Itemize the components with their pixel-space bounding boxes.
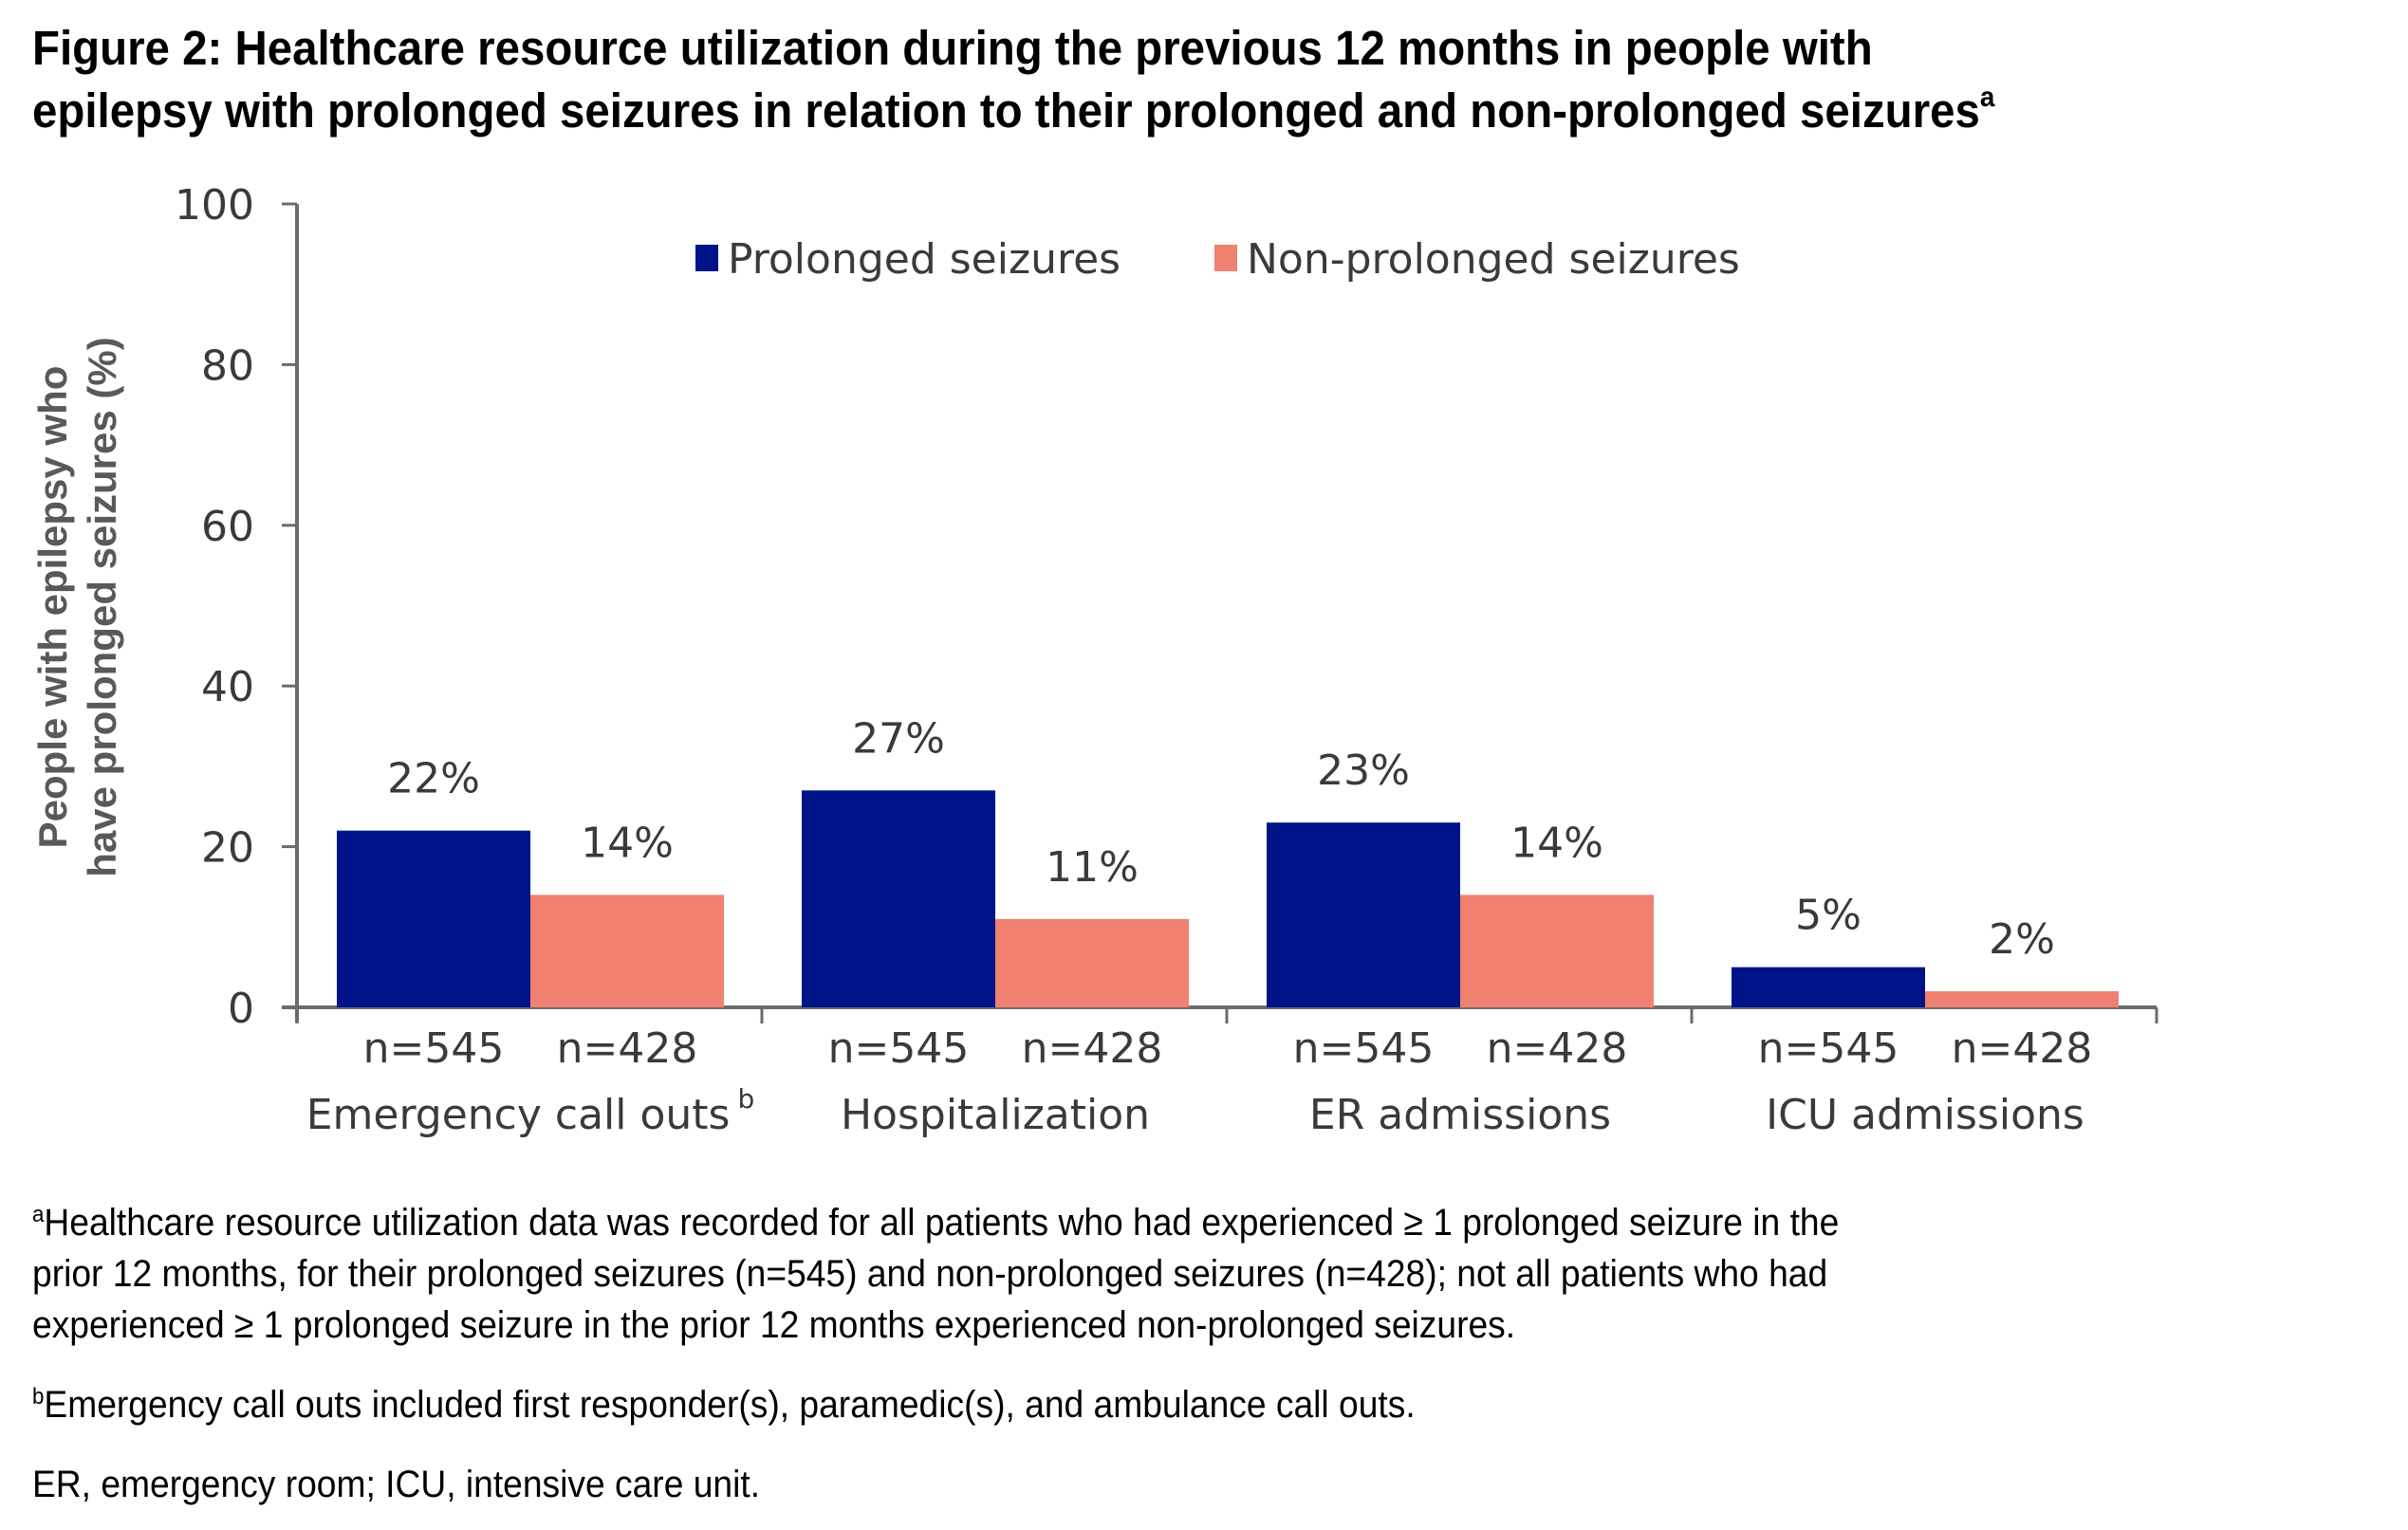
category-label: ER admissions	[1309, 1091, 1611, 1139]
footnote-a-line-1: aHealthcare resource utilization data wa…	[32, 1197, 2220, 1248]
value-label: 14%	[581, 819, 674, 867]
value-label: 27%	[852, 714, 945, 763]
category-label-text: ICU admissions	[1766, 1091, 2084, 1139]
bar-non-prolonged	[530, 894, 724, 1007]
n-label: n=428	[1952, 1024, 2093, 1073]
legend-label-prolonged: Prolonged seizures	[728, 235, 1121, 284]
bar-non-prolonged	[995, 918, 1189, 1007]
n-label: n=428	[1022, 1024, 1163, 1073]
figure-title-line-2-text: epilepsy with prolonged seizures in rela…	[32, 83, 1980, 138]
bar-non-prolonged	[1460, 894, 1654, 1007]
category-label-text: Hospitalization	[841, 1091, 1150, 1139]
footnote-a-text-1: Healthcare resource utilization data was…	[44, 1202, 1840, 1244]
figure-title-line-1: Figure 2: Healthcare resource utilizatio…	[32, 21, 1873, 75]
n-labels: n=545 n=428 n=545 n=428 n=545 n=428 n=545 n=428	[363, 1024, 2093, 1073]
bar-non-prolonged	[1925, 991, 2119, 1007]
legend-swatch-prolonged	[695, 245, 718, 271]
bars	[337, 790, 2119, 1007]
bar-prolonged	[1732, 967, 1925, 1007]
figure-title-line-2: epilepsy with prolonged seizures in rela…	[32, 80, 2220, 142]
value-label: 11%	[1046, 843, 1139, 892]
legend-swatch-non-prolonged	[1214, 245, 1237, 271]
n-label: n=545	[363, 1024, 505, 1073]
footnote-a-line-2: prior 12 months, for their prolonged sei…	[32, 1253, 1828, 1295]
value-label: 14%	[1510, 819, 1603, 867]
y-tick-label: 20	[201, 824, 254, 873]
legend: Prolonged seizures Non-prolonged seizures	[695, 235, 1740, 284]
bar-prolonged	[1267, 822, 1460, 1007]
n-label: n=428	[557, 1024, 698, 1073]
category-label: ICU admissions	[1766, 1091, 2084, 1139]
value-label: 2%	[1989, 915, 2055, 964]
category-label-text: Emergency call outs	[306, 1091, 731, 1139]
footnote-b-text: Emergency call outs included first respo…	[44, 1384, 1416, 1426]
n-label: n=428	[1487, 1024, 1628, 1073]
n-label: n=545	[1293, 1024, 1435, 1073]
n-label: n=545	[828, 1024, 970, 1073]
y-axis-label-line-2: have prolonged seizures (%)	[80, 337, 124, 876]
value-labels: 22% 14% 27% 11% 23% 14% 5% 2%	[387, 714, 2055, 964]
n-label: n=545	[1758, 1024, 1899, 1073]
y-ticks: 0 20 40 60 80 100	[175, 181, 297, 1033]
bar-prolonged	[802, 790, 995, 1007]
bar-chart: People with epilepsy who have prolonged …	[30, 181, 2158, 1139]
value-label: 5%	[1795, 892, 1862, 940]
value-label: 22%	[387, 755, 480, 803]
footnote-marker-a: a	[1979, 82, 1995, 113]
footnotes: aHealthcare resource utilization data wa…	[32, 1197, 2385, 1510]
value-label: 23%	[1317, 747, 1410, 795]
y-tick-label: 0	[228, 985, 254, 1033]
y-tick-label: 60	[201, 503, 254, 551]
y-axis-label: People with epilepsy who have prolonged …	[30, 337, 124, 876]
figure-title: Figure 2: Healthcare resource utilizatio…	[32, 17, 2220, 142]
y-tick-label: 40	[201, 663, 254, 711]
footnote-abbreviations: ER, emergency room; ICU, intensive care …	[32, 1464, 761, 1505]
category-labels: Emergency call outs b Hospitalization ER ad…	[306, 1083, 2084, 1139]
footnote-b: bEmergency call outs included first resp…	[32, 1379, 2220, 1430]
footnote-marker-b: b	[737, 1083, 754, 1115]
category-label: Emergency call outs b	[306, 1083, 755, 1139]
legend-label-non-prolonged: Non-prolonged seizures	[1247, 235, 1740, 284]
footnote-a-marker: a	[32, 1202, 45, 1227]
footnote-b-marker: b	[32, 1384, 45, 1410]
y-axis-label-line-1: People with epilepsy who	[30, 366, 75, 849]
y-tick-label: 80	[201, 341, 254, 390]
category-label: Hospitalization	[841, 1091, 1150, 1139]
y-tick-label: 100	[175, 181, 254, 230]
category-label-text: ER admissions	[1309, 1091, 1611, 1139]
bar-prolonged	[337, 830, 530, 1007]
footnote-a-line-3: experienced ≥ 1 prolonged seizure in the…	[32, 1304, 1516, 1346]
